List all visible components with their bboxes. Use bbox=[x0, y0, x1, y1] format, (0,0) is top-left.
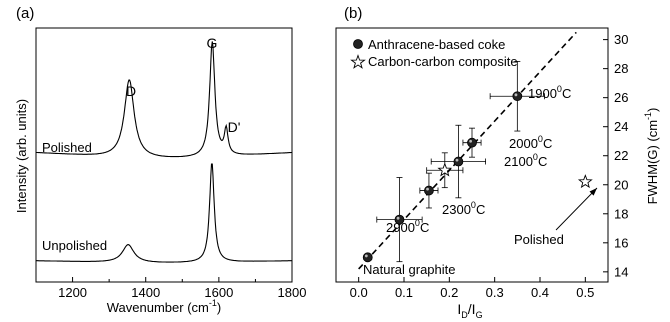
panel-b-y-axis-label: FWHM(G) (cm-1) bbox=[643, 108, 660, 205]
panel-b-x-axis-label: ID/IG bbox=[457, 301, 482, 320]
label-2100-unit: C bbox=[538, 154, 547, 169]
panel-a-x-ticks: 1200 1400 1600 1800 bbox=[35, 277, 307, 300]
legend-composite-marker bbox=[350, 54, 366, 69]
label-2900-deg: 0 bbox=[415, 218, 420, 228]
panel-b-y-label-sup: -1 bbox=[643, 112, 653, 120]
fit-line bbox=[358, 31, 577, 270]
label-2000-deg: 0 bbox=[538, 134, 543, 144]
label-1900-deg: 0 bbox=[557, 84, 562, 94]
panel-b-y-label-end: ) bbox=[645, 108, 660, 112]
panel-b-y-tick-label-14: 14 bbox=[614, 264, 628, 279]
label-1900-value: 1900 bbox=[528, 86, 557, 101]
spectrum-polished bbox=[36, 41, 292, 158]
legend-coke-marker bbox=[353, 39, 363, 49]
label-2300: 23000C bbox=[442, 200, 485, 217]
label-1900-unit: C bbox=[562, 86, 571, 101]
coke-point-4 bbox=[467, 137, 477, 148]
coke-point-3-highlight bbox=[455, 158, 459, 162]
panel-a-y-axis-label: Intensity (arb. units) bbox=[14, 99, 29, 213]
label-2300-unit: C bbox=[476, 202, 485, 217]
panel-a-curves bbox=[36, 41, 292, 263]
label-2100-deg: 0 bbox=[533, 152, 538, 162]
composite-point-0 bbox=[437, 162, 453, 177]
peak-d-label: D bbox=[126, 83, 136, 99]
legend-coke-label: Anthracene-based coke bbox=[368, 37, 505, 52]
panel-a-x-axis-label-sup: -1 bbox=[209, 298, 217, 308]
label-2900-value: 2900 bbox=[386, 220, 415, 235]
panel-b-y-tick-label-18: 18 bbox=[614, 206, 628, 221]
panel-a-x-tick-label-1600: 1600 bbox=[204, 285, 233, 300]
panel-a-x-tick-label-1800: 1800 bbox=[278, 285, 307, 300]
coke-point-3 bbox=[453, 156, 464, 167]
panel-a-y-axis-label-text: Intensity (arb. units) bbox=[14, 99, 29, 213]
label-2300-deg: 0 bbox=[471, 200, 476, 210]
panel-b-x-tick-label-0.5: 0.5 bbox=[576, 285, 594, 300]
panel-a-x-tick-label-1200: 1200 bbox=[58, 285, 87, 300]
coke-point-4-highlight bbox=[469, 139, 472, 143]
panel-b-frame bbox=[335, 27, 609, 283]
panel-b-x-tick-label-0.0: 0.0 bbox=[350, 285, 368, 300]
label-2900-unit: C bbox=[420, 220, 429, 235]
peak-d-prime-label: D' bbox=[228, 119, 241, 135]
label-2000-value: 2000 bbox=[509, 136, 538, 151]
label-2000: 20000C bbox=[509, 134, 552, 151]
coke-point-2 bbox=[424, 185, 434, 196]
panel-b-points bbox=[362, 60, 593, 263]
panel-a-x-tick-label-1400: 1400 bbox=[131, 285, 160, 300]
label-2300-value: 2300 bbox=[442, 202, 471, 217]
fit-line-group bbox=[358, 31, 577, 270]
panel-a-frame bbox=[35, 27, 293, 283]
panel-b-y-tick-label-24: 24 bbox=[614, 119, 628, 134]
panel-b-y-tick-label-28: 28 bbox=[614, 61, 628, 76]
polished-arrow-line bbox=[555, 187, 598, 231]
coke-point-5-highlight bbox=[514, 93, 518, 97]
label-1900: 19000C bbox=[528, 84, 571, 101]
panel-b-label: (b) bbox=[344, 5, 362, 22]
panel-b-x-label-sub2: G bbox=[476, 310, 483, 320]
panel-b-y-tick-label-16: 16 bbox=[614, 235, 628, 250]
label-2000-unit: C bbox=[543, 136, 552, 151]
coke-point-1-highlight bbox=[396, 216, 400, 220]
panel-b-x-label-sub1: D bbox=[461, 310, 468, 320]
panel-b-x-label-mid: /I bbox=[468, 301, 476, 317]
panel-b-y-tick-label-30: 30 bbox=[614, 32, 628, 47]
spectrum-unpolished bbox=[36, 163, 292, 263]
legend: Anthracene-based coke Carbon-carbon comp… bbox=[350, 37, 518, 69]
panel-a-x-axis-label-text: Wavenumber (cm bbox=[107, 300, 209, 315]
unpolished-series-label: Unpolished bbox=[42, 238, 107, 253]
coke-point-0-highlight bbox=[364, 254, 368, 258]
coke-point-0 bbox=[362, 252, 373, 263]
panel-b-x-tick-label-0.4: 0.4 bbox=[531, 285, 549, 300]
panel-a-x-axis-label-end: ) bbox=[217, 300, 221, 315]
panel-a-label: (a) bbox=[16, 5, 34, 22]
label-2900: 29000C bbox=[386, 218, 429, 235]
coke-point-5 bbox=[512, 91, 523, 102]
panel-a: (a) 1200 1400 1600 1800 D G D' Polished Unp… bbox=[14, 5, 306, 315]
label-2100-value: 2100 bbox=[504, 154, 533, 169]
polished-arrow-head bbox=[589, 188, 597, 196]
panel-b-x-tick-label-0.3: 0.3 bbox=[486, 285, 504, 300]
panel-a-x-axis-label: Wavenumber (cm-1) bbox=[107, 298, 221, 315]
coke-point-2-highlight bbox=[426, 187, 429, 191]
label-2100: 21000C bbox=[504, 152, 547, 169]
panel-b-x-tick-label-0.1: 0.1 bbox=[395, 285, 413, 300]
panel-b-y-tick-label-26: 26 bbox=[614, 90, 628, 105]
panel-b-x-tick-label-0.2: 0.2 bbox=[440, 285, 458, 300]
panel-b-x-label-main: I bbox=[457, 301, 461, 317]
panel-b: (b) 0.0 0.1 0.2 0.3 0.4 0.5 14 16 18 20 22 24 26 28 30… bbox=[335, 5, 660, 320]
panel-b-y-tick-label-20: 20 bbox=[614, 177, 628, 192]
label-natural-graphite: Natural graphite bbox=[363, 262, 456, 277]
composite-point-1 bbox=[577, 174, 593, 189]
legend-composite-label: Carbon-carbon composite bbox=[368, 54, 518, 69]
panel-b-ticks: 0.0 0.1 0.2 0.3 0.4 0.5 14 16 18 20 22 24 26 28 30 bbox=[350, 32, 629, 300]
polished-arrow-label: Polished bbox=[514, 232, 564, 247]
panel-b-y-label-text: FWHM(G) (cm bbox=[645, 120, 660, 204]
peak-g-label: G bbox=[207, 35, 218, 51]
polished-series-label: Polished bbox=[42, 140, 92, 155]
panel-b-y-tick-label-22: 22 bbox=[614, 148, 628, 163]
